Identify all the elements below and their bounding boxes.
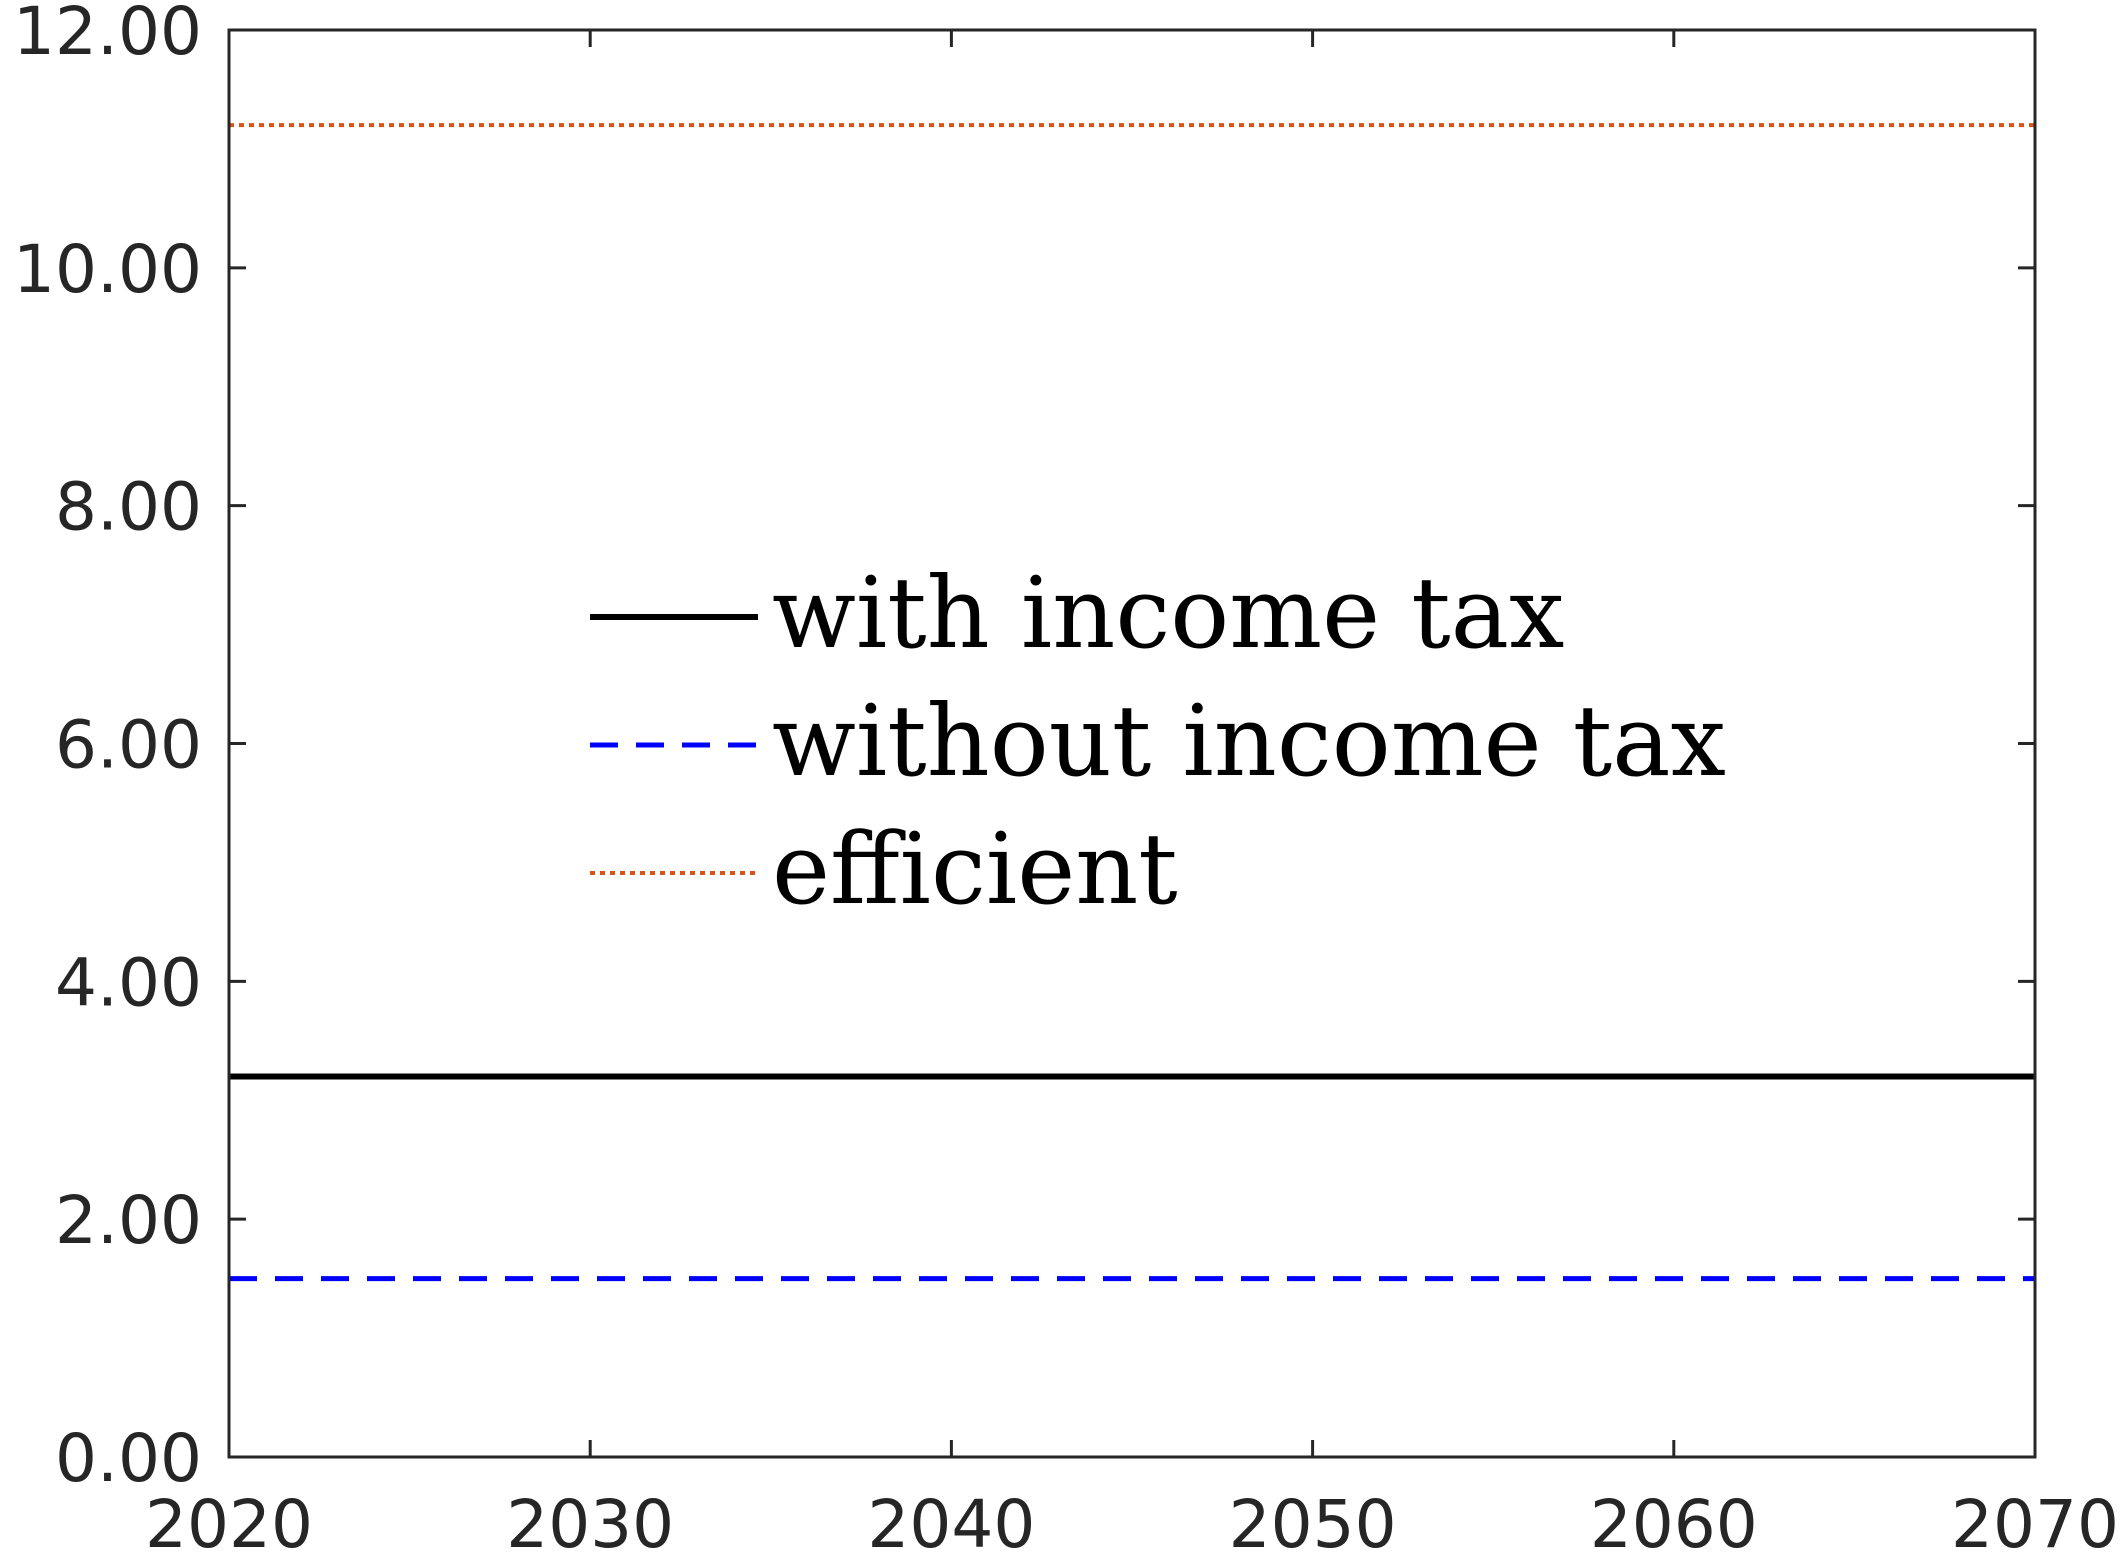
y-tick-label: 4.00 xyxy=(55,944,202,1021)
y-tick-label: 2.00 xyxy=(55,1182,202,1259)
x-tick-label: 2030 xyxy=(506,1486,674,1554)
legend-label-2: without income tax xyxy=(772,685,1726,799)
ticks-layer: 2020 2030 2040 2050 2060 2070 0.00 2.00 4.00 6.00… xyxy=(13,0,2119,1554)
x-tick-label: 2050 xyxy=(1229,1486,1397,1554)
y-tick-label: 12.00 xyxy=(13,0,202,70)
y-tick-label: 10.00 xyxy=(13,231,202,308)
x-tick-label: 2070 xyxy=(1951,1486,2119,1554)
x-tick-label: 2020 xyxy=(145,1486,313,1554)
y-tick-label: 6.00 xyxy=(55,707,202,784)
legend: with income tax without income tax efficie… xyxy=(590,557,1726,927)
legend-label-1: with income tax xyxy=(772,557,1564,671)
series-layer xyxy=(229,123,2035,1282)
y-tick-label: 0.00 xyxy=(55,1420,202,1497)
x-tick-label: 2060 xyxy=(1590,1486,1758,1554)
y-tick-label: 8.00 xyxy=(55,469,202,546)
legend-label-3: efficient xyxy=(772,813,1178,927)
x-tick-label: 2040 xyxy=(867,1486,1035,1554)
